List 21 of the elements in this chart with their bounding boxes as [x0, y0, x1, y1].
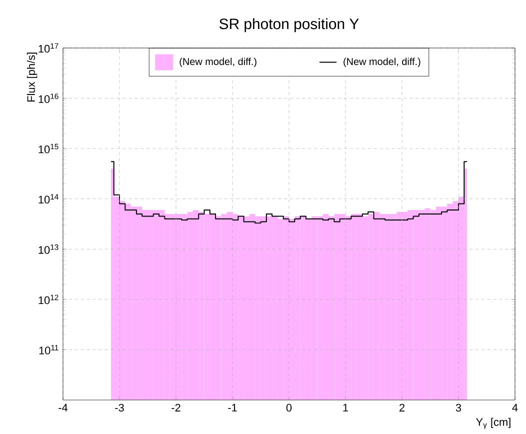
x-tick-label: -4 — [58, 404, 68, 412]
x-tick-label: 4 — [512, 404, 518, 412]
x-tick-label: -2 — [172, 404, 180, 412]
x-tick-label: -3 — [115, 404, 124, 412]
legend-label: (New model, diff.) — [344, 58, 420, 68]
y-tick-label: 10$^{11}$ — [39, 345, 58, 354]
chart-title: SR photon position Y — [219, 18, 359, 32]
y-tick-label: 10$^{13}$ — [38, 244, 58, 254]
x-tick-label: -1 — [228, 404, 237, 412]
x-tick-label: 0 — [286, 404, 292, 412]
y-tick-label: 10$^{16}$ — [38, 94, 58, 103]
x-tick-label: 2 — [400, 404, 404, 412]
legend-label: (New model, diff.) — [180, 58, 256, 68]
y-tick-label: 10$^{15}$ — [38, 144, 58, 154]
y-tick-label: 10$^{14}$ — [38, 194, 58, 204]
y-axis-title: Flux [ph/s] — [26, 52, 38, 102]
x-tick-label: 1 — [343, 404, 348, 412]
y-tick-label: 10$^{12}$ — [38, 294, 58, 304]
x-axis-title: Y$_{γ}$ [cm] — [476, 418, 510, 430]
y-tick-label: 10$^{17}$ — [38, 43, 58, 53]
x-tick-label: 3 — [456, 404, 462, 412]
